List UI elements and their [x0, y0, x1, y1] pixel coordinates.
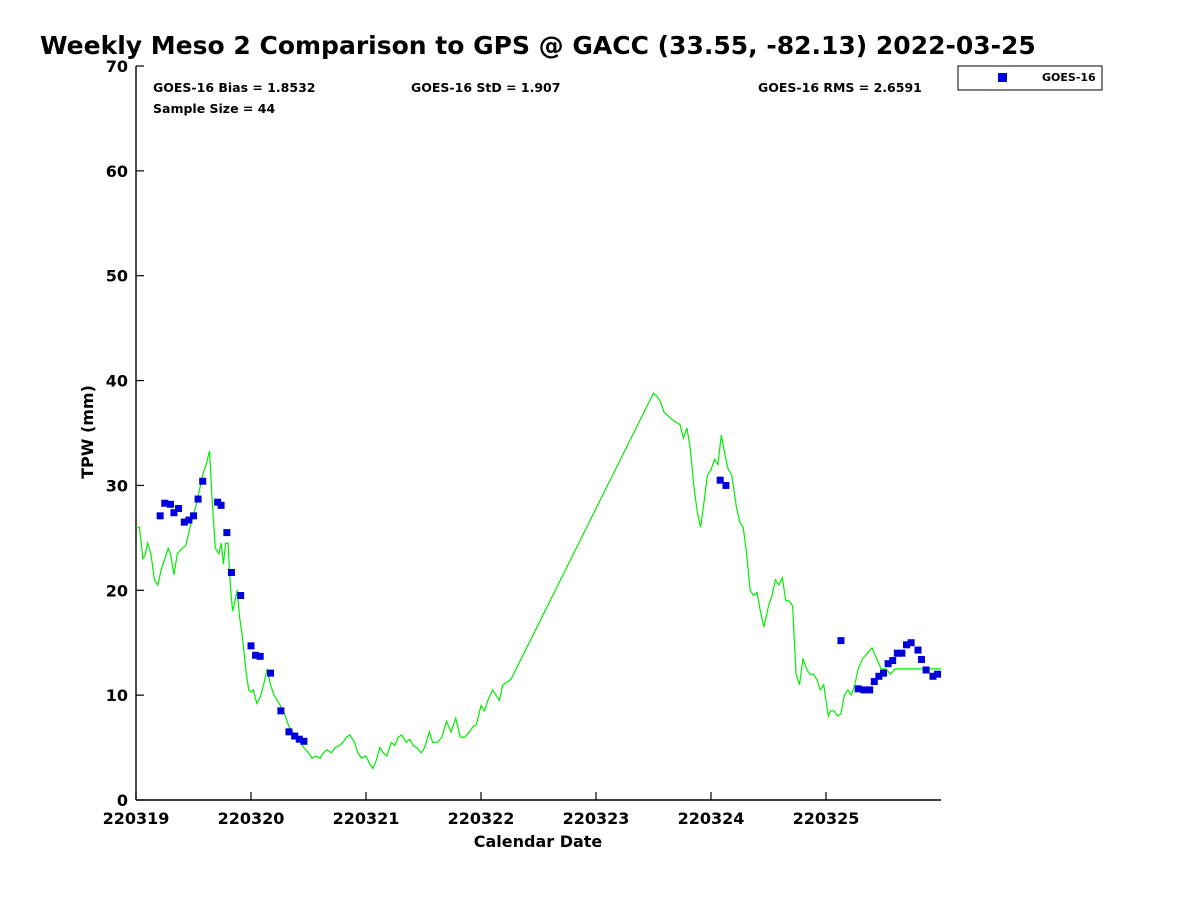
y-tick-label: 60 [106, 162, 128, 181]
y-tick-label: 10 [106, 686, 128, 705]
data-point-goes-16 [247, 642, 255, 650]
data-point-goes-16 [285, 728, 293, 736]
data-point-goes-16 [156, 512, 164, 520]
data-point-goes-16 [880, 669, 887, 677]
data-point-goes-16 [889, 657, 897, 665]
data-point-goes-16 [256, 652, 264, 660]
legend-label-goes16: GOES-16 [1042, 71, 1096, 84]
data-point-goes-16 [854, 685, 862, 693]
x-tick-label: 220324 [678, 809, 745, 828]
bias-stat: GOES-16 Bias = 1.8532 [153, 80, 315, 95]
legend: GOES-16 [957, 65, 1103, 91]
y-tick-label: 50 [106, 267, 128, 286]
x-tick-label: 220322 [448, 809, 515, 828]
data-point-goes-16 [917, 655, 925, 663]
data-point-goes-16 [167, 500, 174, 508]
data-point-goes-16 [884, 660, 892, 668]
data-point-goes-16 [870, 678, 878, 686]
data-point-goes-16 [893, 649, 901, 657]
data-point-goes-16 [252, 651, 260, 659]
x-tick-label: 220321 [333, 809, 400, 828]
data-point-goes-16 [295, 735, 303, 743]
plot-background [136, 66, 941, 799]
data-point-goes-16 [866, 686, 874, 694]
x-tick-label: 220323 [563, 809, 630, 828]
series-layer [135, 392, 942, 770]
plot-area: 0 10 20 30 40 50 60 70 220319 220320 220321 220322… [103, 57, 942, 828]
sample-size-stat: Sample Size = 44 [153, 101, 275, 116]
data-point-goes-16 [194, 495, 202, 503]
data-point-goes-16 [898, 649, 906, 657]
data-point-goes-16 [237, 592, 245, 600]
data-point-goes-16 [300, 737, 308, 745]
data-point-goes-16 [277, 707, 285, 715]
y-tick-label: 0 [117, 791, 128, 810]
y-axis-label: TPW (mm) [78, 385, 97, 479]
data-point-goes-16 [722, 481, 730, 489]
x-tick-label: 220319 [103, 809, 170, 828]
data-point-goes-16 [190, 512, 197, 520]
data-point-goes-16 [199, 477, 207, 485]
data-point-goes-16 [875, 672, 883, 680]
data-point-goes-16 [170, 509, 178, 517]
y-tick-label: 70 [106, 57, 128, 76]
data-point-goes-16 [903, 641, 910, 649]
chart-title: Weekly Meso 2 Comparison to GPS @ GACC (… [40, 31, 1036, 60]
data-point-goes-16 [907, 639, 915, 647]
data-point-goes-16 [267, 669, 275, 677]
x-tick-label: 220325 [793, 809, 860, 828]
data-point-goes-16 [223, 529, 231, 537]
data-point-goes-16 [837, 637, 845, 645]
x-axis-ticks: 220319 220320 220321 220322 220323 220324 2203… [103, 792, 860, 828]
data-point-goes-16 [227, 568, 235, 576]
data-point-goes-16 [934, 670, 942, 678]
data-point-goes-16 [161, 499, 169, 507]
data-point-goes-16 [860, 686, 868, 694]
data-point-goes-16 [175, 504, 183, 512]
data-point-goes-16 [914, 646, 922, 654]
y-tick-label: 30 [106, 476, 128, 495]
x-tick-label: 220320 [218, 809, 285, 828]
series-line-gps [135, 392, 941, 770]
rms-stat: GOES-16 RMS = 2.6591 [758, 80, 922, 95]
y-tick-label: 20 [106, 581, 128, 600]
data-point-goes-16 [180, 518, 188, 526]
legend-marker-goes16 [998, 73, 1007, 82]
y-tick-label: 40 [106, 372, 128, 391]
data-point-goes-16 [716, 476, 724, 484]
data-point-goes-16 [929, 672, 937, 680]
x-axis-label: Calendar Date [474, 832, 603, 851]
data-point-goes-16 [291, 732, 299, 740]
std-stat: GOES-16 StD = 1.907 [411, 80, 560, 95]
legend-box [957, 65, 1103, 91]
y-axis-ticks: 0 10 20 30 40 50 60 70 [106, 57, 144, 810]
data-point-goes-16 [217, 501, 225, 509]
data-point-goes-16 [185, 516, 193, 524]
data-point-goes-16 [922, 666, 930, 674]
